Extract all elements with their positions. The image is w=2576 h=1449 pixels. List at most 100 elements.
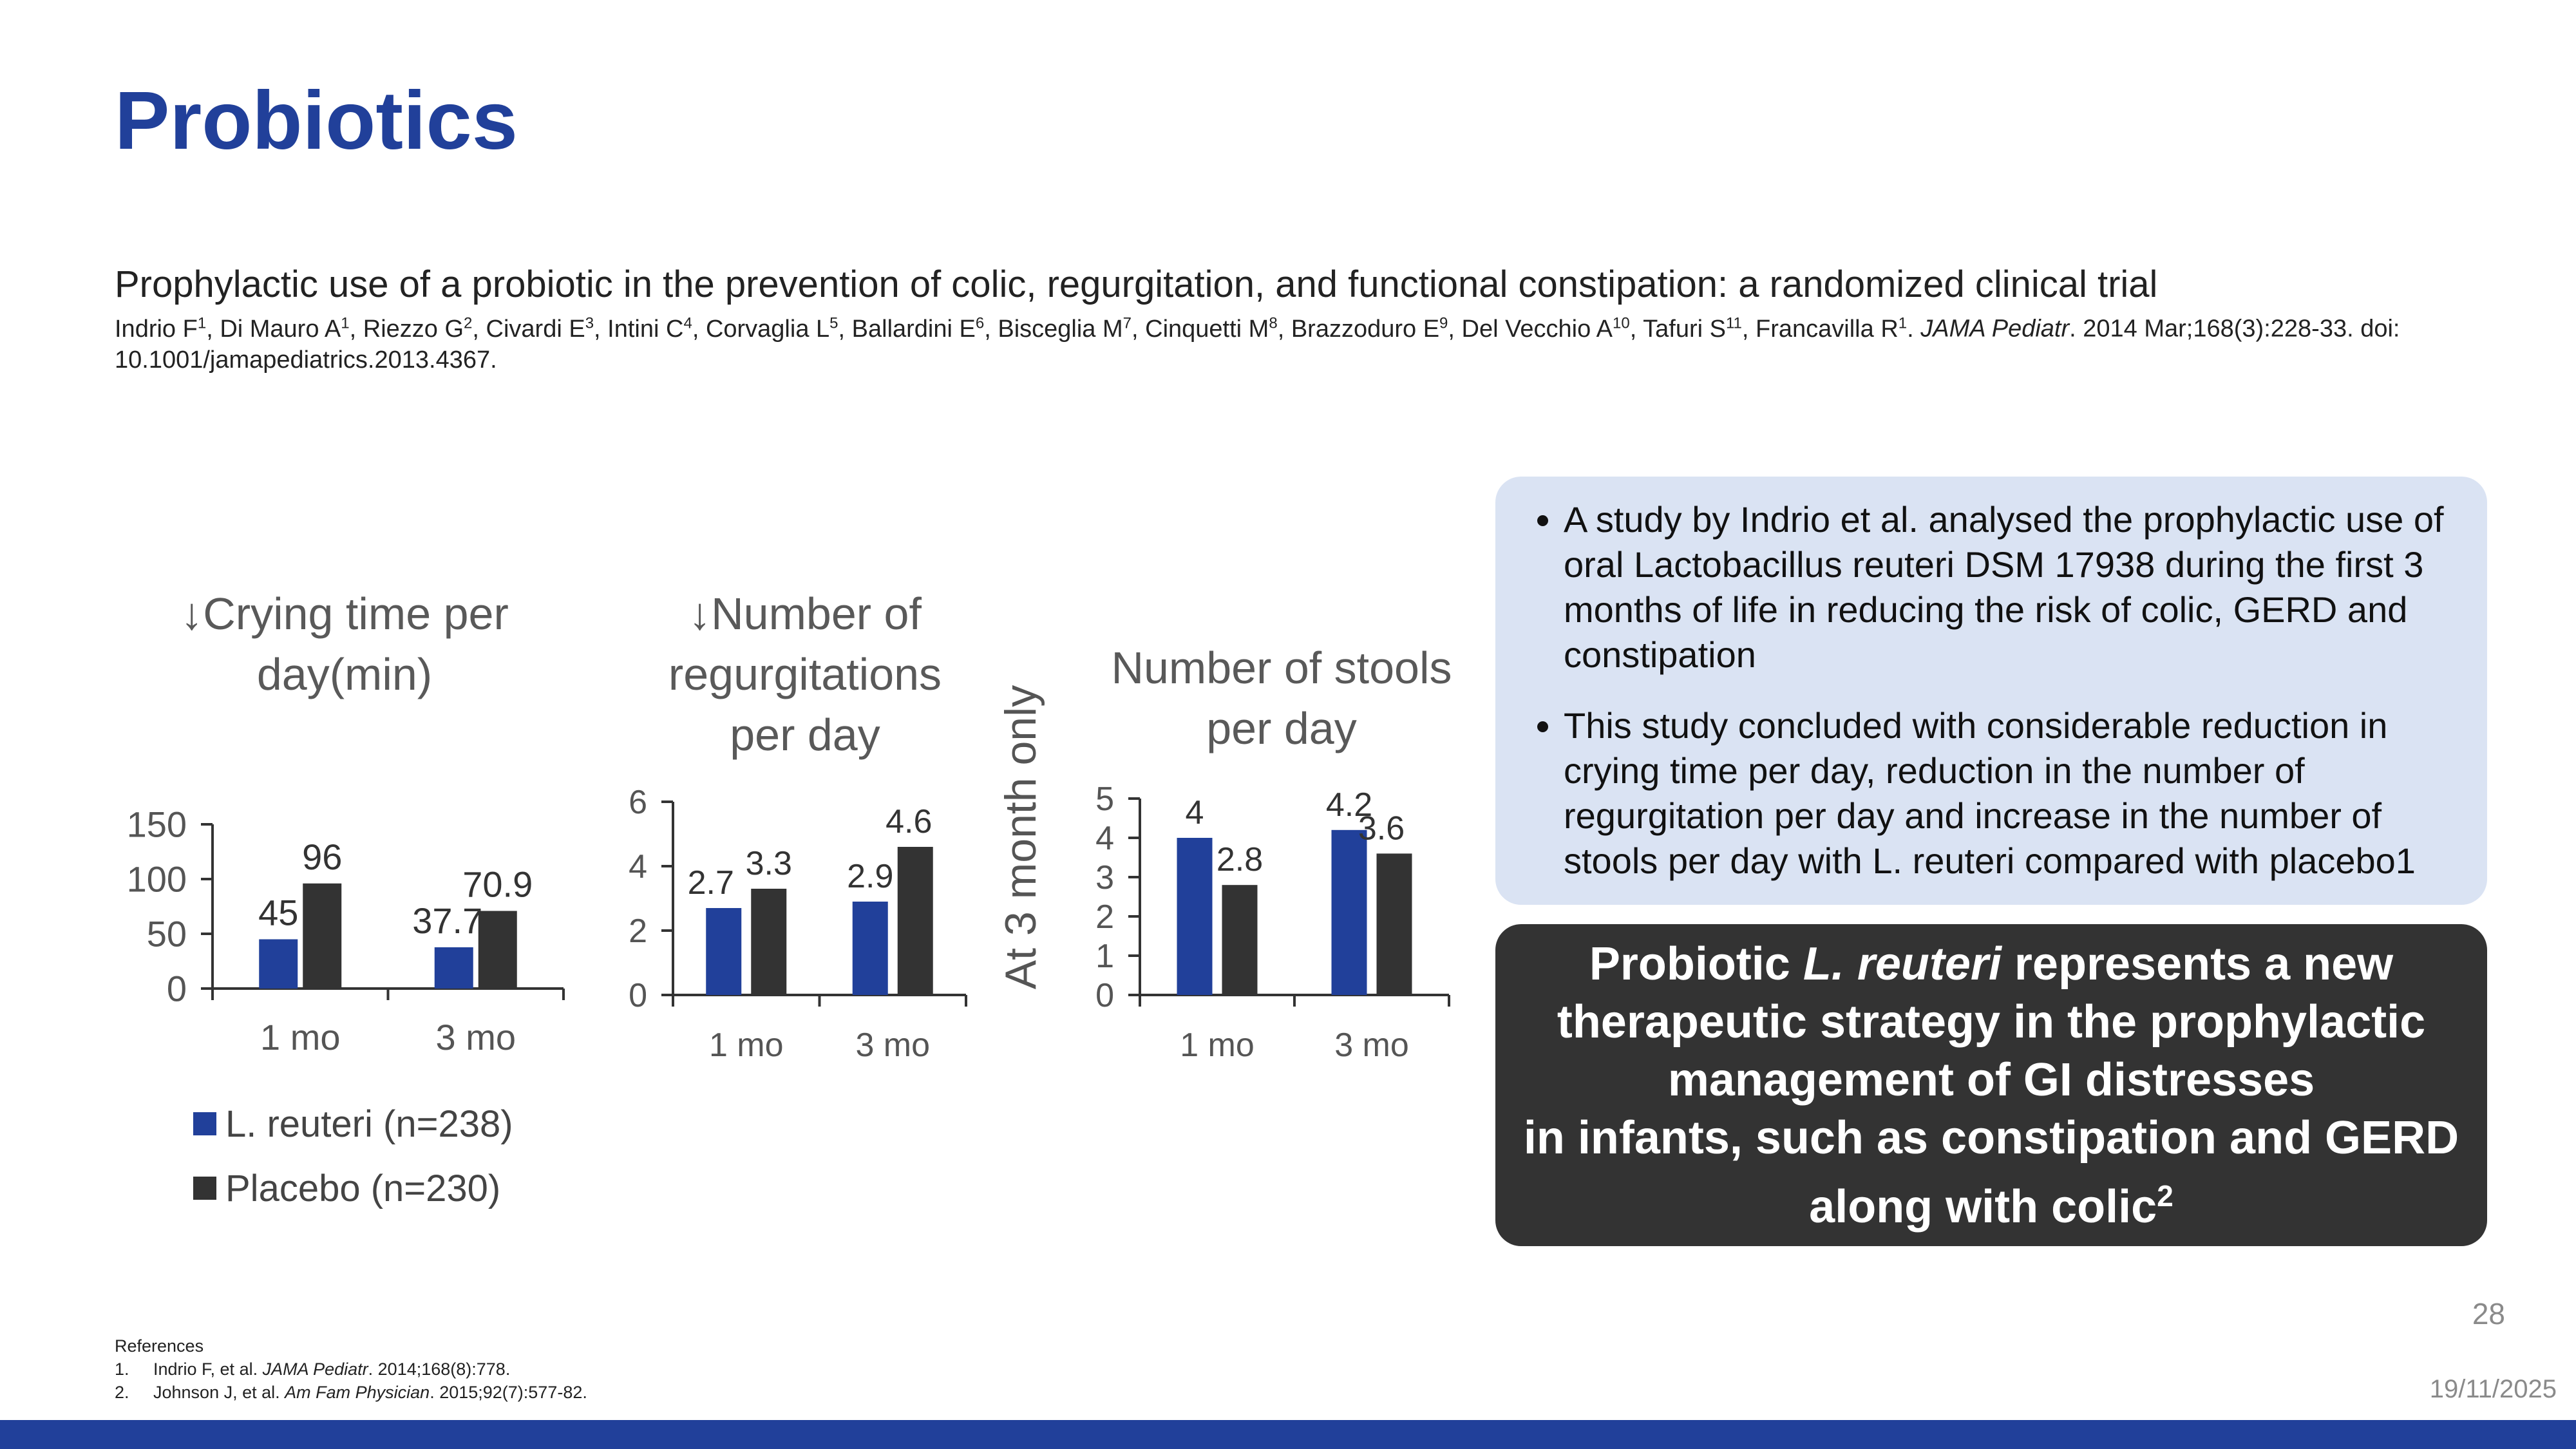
citation-author: Corvaglia L — [705, 315, 830, 343]
y-tick-label: 3 — [1095, 859, 1114, 896]
citation: Indrio F1, Di Mauro A1, Riezzo G2, Civar… — [115, 308, 2459, 375]
citation-author: Brazzoduro E — [1291, 315, 1440, 343]
citation-author: Ballardini E — [851, 315, 976, 343]
x-tick-label: 1 mo — [260, 1017, 341, 1057]
reference-number: 1. — [115, 1359, 129, 1379]
study-title: Prophylactic use of a probiotic in the p… — [115, 263, 2158, 305]
y-tick-label: 50 — [147, 914, 187, 954]
summary-bullets: A study by Indrio et al. analysed the pr… — [1495, 477, 2487, 884]
citation-author: Tafuri S — [1643, 315, 1726, 343]
data-label: 37.7 — [412, 900, 482, 941]
legend-swatch-l-reuteri — [193, 1112, 216, 1135]
data-label: 4.6 — [886, 803, 932, 840]
key-message-box: Probiotic L. reuteri represents a new th… — [1495, 924, 2487, 1246]
key-message-sup: 2 — [2157, 1179, 2174, 1213]
citation-author-affiliation: 5 — [829, 314, 838, 332]
data-label: 2.9 — [847, 858, 893, 895]
data-label: 2.8 — [1217, 841, 1263, 878]
data-label: 2.7 — [688, 864, 734, 902]
x-tick-label: 1 mo — [709, 1027, 784, 1064]
x-tick-label: 3 mo — [436, 1017, 516, 1057]
key-message-part1: Probiotic — [1589, 938, 1803, 990]
reference-details: . 2014;168(8):778. — [368, 1359, 511, 1379]
y-tick-label: 100 — [127, 859, 187, 900]
reference-text: Johnson J, et al. — [153, 1383, 285, 1402]
bar-l-reuteri — [1331, 829, 1367, 995]
citation-author-affiliation: 6 — [975, 314, 985, 332]
citation-author-affiliation: 9 — [1439, 314, 1448, 332]
reference-journal: JAMA Pediatr — [262, 1359, 368, 1379]
references: References 1. Indrio F, et al. JAMA Pedia… — [115, 1334, 587, 1404]
slide-date: 19/11/2025 — [2429, 1375, 2557, 1403]
y-tick-label: 4 — [629, 848, 647, 886]
y-tick-label: 150 — [127, 804, 187, 845]
y-tick-label: 4 — [1095, 820, 1114, 857]
legend-label-l-reuteri: L. reuteri (n=238) — [225, 1103, 513, 1145]
citation-author: Del Vecchio A — [1461, 315, 1613, 343]
x-tick-label: 1 mo — [1180, 1027, 1255, 1064]
reference-details: . 2015;92(7):577-82. — [430, 1383, 587, 1402]
y-tick-label: 5 — [1095, 781, 1114, 818]
citation-author-affiliation: 3 — [585, 314, 594, 332]
legend-item-l-reuteri: L. reuteri (n=238) — [193, 1092, 513, 1156]
data-label: 70.9 — [462, 864, 533, 904]
chart-2-title: ↓Number of regurgitations per day — [668, 589, 942, 760]
x-tick-label: 3 mo — [1334, 1027, 1409, 1064]
data-label: 45 — [258, 893, 298, 933]
bar-placebo — [897, 847, 933, 995]
reference-number: 2. — [115, 1383, 129, 1402]
page-title: Probiotics — [115, 75, 518, 167]
citation-journal: JAMA Pediatr — [1920, 315, 2070, 343]
reference-journal: Am Fam Physician — [285, 1383, 430, 1402]
key-message-italic: L. reuteri — [1803, 938, 2002, 990]
legend-item-placebo: Placebo (n=230) — [193, 1156, 513, 1220]
data-label: 4.2 — [1326, 786, 1372, 824]
legend-swatch-placebo — [193, 1177, 216, 1200]
chart-regurgitations: 0 2 4 6 1 mo 2.7 3.3 3 mo 2.9 4.6 — [629, 784, 967, 1064]
bar-placebo — [1376, 853, 1412, 995]
key-message-line2: in infants, such as constipation and GER… — [1523, 1112, 2459, 1233]
y-tick-label: 1 — [1095, 938, 1114, 975]
citation-author: Bisceglia M — [998, 315, 1123, 343]
side-label: At 3 month only — [996, 685, 1045, 990]
citation-author-affiliation: 2 — [464, 314, 473, 332]
legend-label-placebo: Placebo (n=230) — [225, 1167, 501, 1209]
y-tick-label: 6 — [629, 784, 647, 821]
citation-author-affiliation: 8 — [1269, 314, 1278, 332]
y-tick-label: 0 — [629, 977, 647, 1014]
citation-author: Cinquetti M — [1145, 315, 1269, 343]
citation-author-affiliation: 1 — [1898, 314, 1908, 332]
bar-placebo — [478, 911, 517, 989]
data-label: 96 — [302, 837, 342, 877]
citation-author-affiliation: 10 — [1613, 314, 1630, 332]
bar-l-reuteri — [1177, 838, 1213, 995]
chart-1-title: ↓Crying time per day(min) — [180, 589, 509, 699]
x-tick-label: 3 mo — [855, 1027, 930, 1064]
reference-text: Indrio F, et al. — [153, 1359, 263, 1379]
key-message-text: Probiotic L. reuteri represents a new th… — [1515, 935, 2468, 1236]
data-label: 4 — [1186, 794, 1204, 831]
citation-author: Francavilla R — [1756, 315, 1899, 343]
references-heading: References — [115, 1336, 204, 1356]
y-tick-label: 0 — [167, 969, 187, 1009]
bar-placebo — [751, 889, 787, 995]
chart-3-title: Number of stools per day — [1111, 643, 1452, 753]
citation-author: Civardi E — [486, 315, 585, 343]
citation-author-affiliation: 1 — [341, 314, 350, 332]
chart-legend: L. reuteri (n=238) Placebo (n=230) — [193, 1092, 513, 1220]
summary-bullet: This study concluded with considerable r… — [1564, 703, 2448, 884]
bar-l-reuteri — [259, 939, 298, 989]
bar-l-reuteri — [852, 902, 888, 995]
bar-l-reuteri — [434, 947, 473, 989]
citation-author: Di Mauro A — [220, 315, 341, 343]
citation-details: . 2014 Mar;168(3):228-33. doi: 10.1001/j… — [115, 315, 2400, 374]
citation-author: Indrio F — [115, 315, 198, 343]
citation-author-affiliation: 7 — [1122, 314, 1132, 332]
bar-placebo — [303, 883, 342, 989]
summary-bullet: A study by Indrio et al. analysed the pr… — [1564, 497, 2448, 677]
bar-placebo — [1222, 885, 1258, 995]
footer-bar — [0, 1420, 2576, 1449]
y-tick-label: 0 — [1095, 977, 1114, 1014]
